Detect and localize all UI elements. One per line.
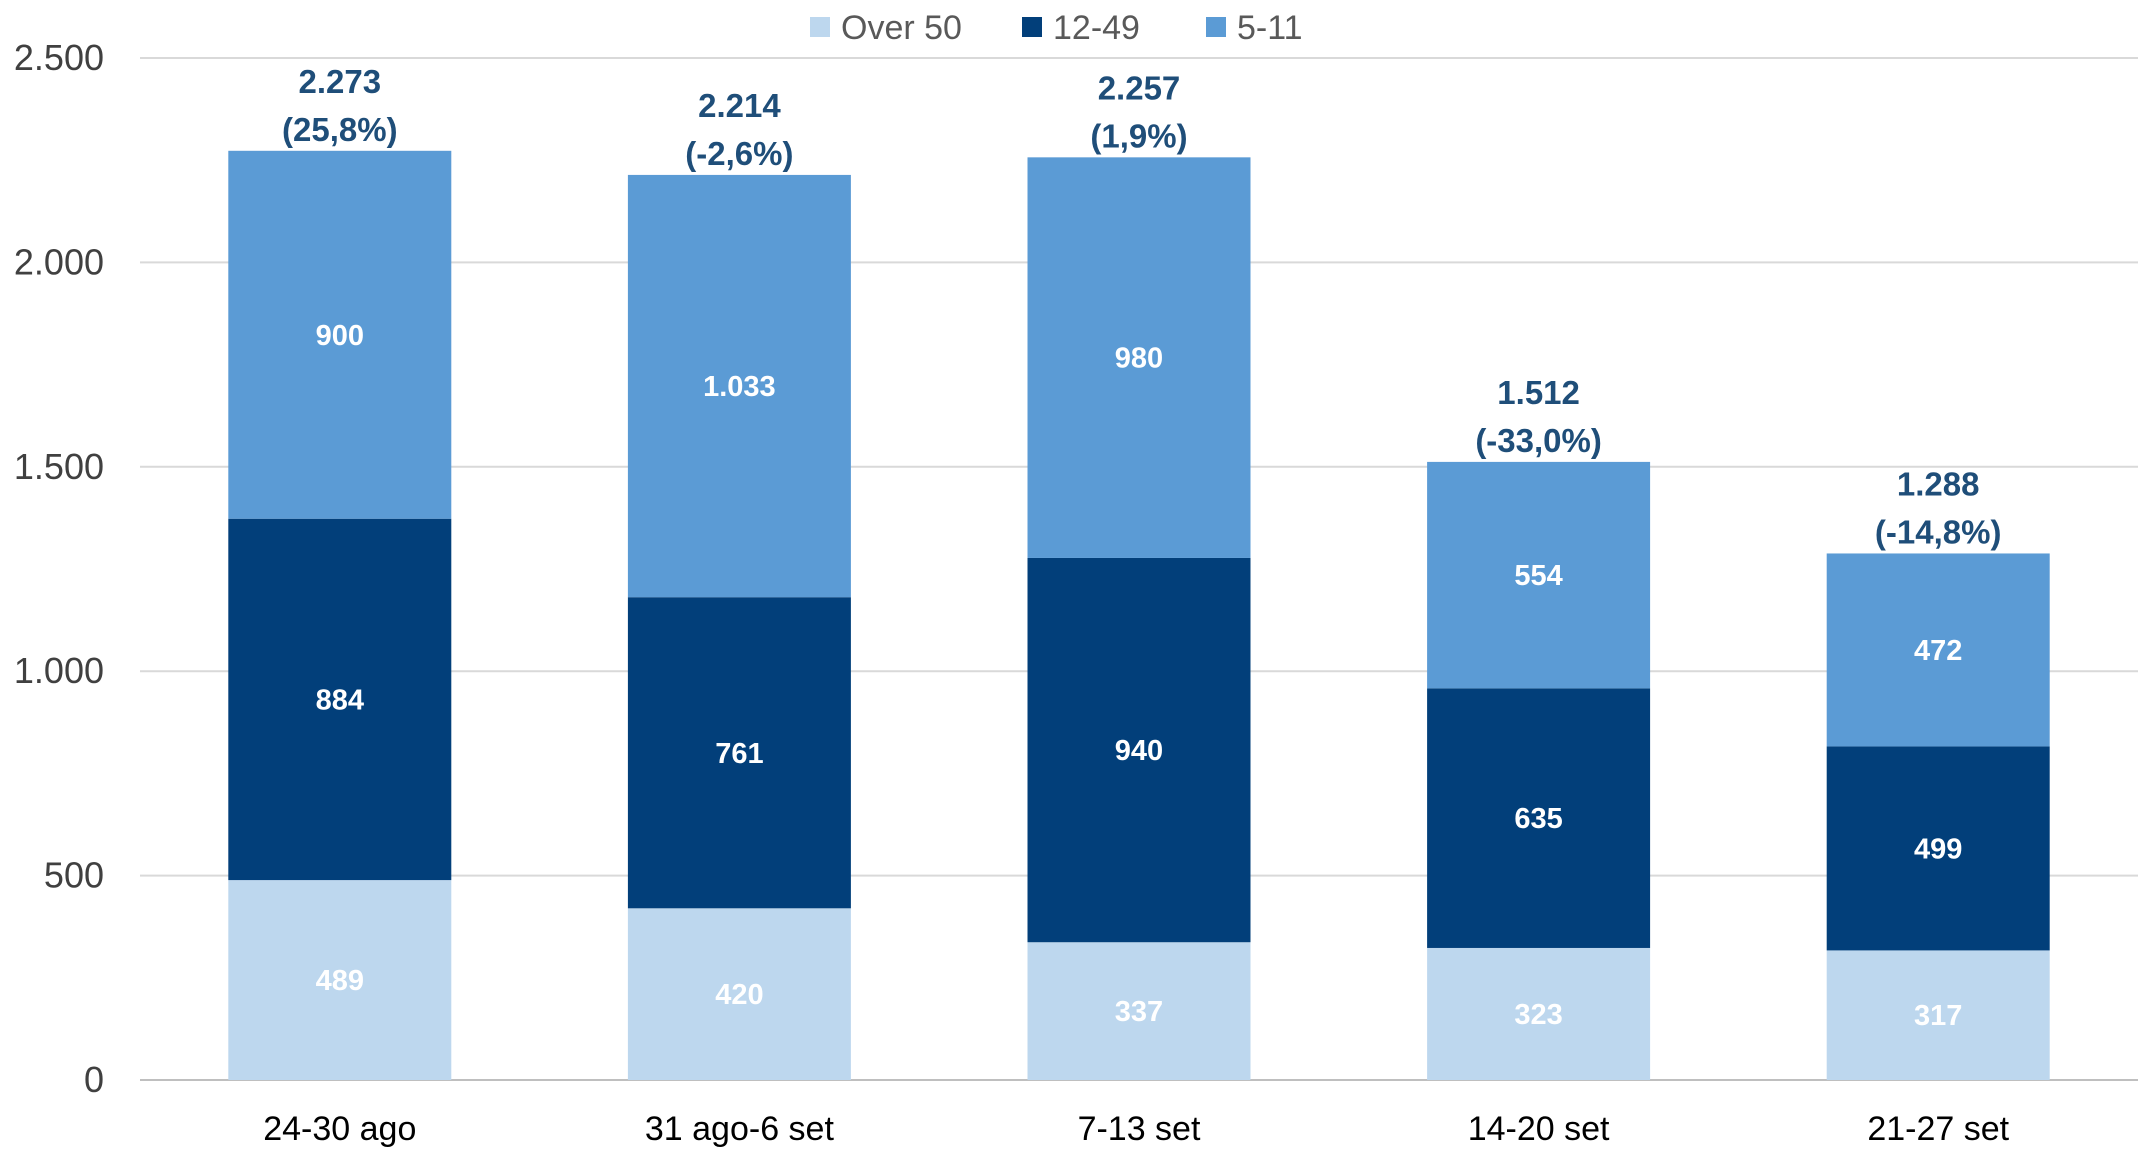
- x-tick-label: 14-20 set: [1468, 1110, 1610, 1148]
- bar-segment: [1027, 557, 1251, 943]
- change-label: (-33,0%): [1475, 422, 1602, 459]
- y-tick-label: 1.500: [14, 446, 104, 487]
- bar-segment: [627, 597, 851, 909]
- legend-item: 5-11: [1206, 9, 1303, 47]
- segment-label: 323: [1514, 999, 1562, 1031]
- segment-label: 884: [316, 684, 364, 716]
- segment-label: 420: [715, 979, 763, 1011]
- bar-segment: [228, 880, 452, 1080]
- legend-item: 12-49: [1022, 9, 1140, 47]
- segment-label: 900: [316, 320, 364, 352]
- segment-label: 940: [1115, 735, 1163, 767]
- y-tick-label: 2.500: [14, 37, 104, 78]
- legend-swatch: [810, 17, 830, 37]
- bar-segment: [228, 518, 452, 881]
- bar-stack: 323 635 554 1.512 (-33,0%): [1427, 374, 1651, 1080]
- bar-segment: [627, 174, 851, 598]
- total-label: 2.257: [1098, 69, 1181, 106]
- change-label: (25,8%): [282, 111, 398, 148]
- bar-segment: [228, 150, 452, 519]
- y-tick-label: 1.000: [14, 650, 104, 691]
- x-tick-label: 21-27 set: [1867, 1110, 2009, 1148]
- total-label: 2.214: [698, 87, 781, 124]
- y-axis: 0 500 1.000 1.500 2.000 2.500: [14, 37, 104, 1100]
- legend-swatch: [1022, 17, 1042, 37]
- segment-label: 1.033: [703, 371, 776, 403]
- total-label: 1.512: [1497, 374, 1580, 411]
- legend: Over 50 12-49 5-11: [810, 9, 1303, 47]
- x-tick-label: 24-30 ago: [263, 1110, 416, 1148]
- bar-segment: [1826, 746, 2050, 951]
- change-label: (-14,8%): [1875, 513, 2002, 550]
- segment-label: 489: [316, 965, 364, 997]
- bar-segment: [627, 908, 851, 1080]
- legend-item: Over 50: [810, 9, 962, 47]
- legend-label: 12-49: [1053, 9, 1140, 47]
- segment-label: 554: [1514, 560, 1562, 592]
- bar-stack: 317 499 472 1.288 (-14,8%): [1826, 465, 2050, 1080]
- legend-label: Over 50: [841, 9, 962, 47]
- legend-swatch: [1206, 17, 1226, 37]
- y-tick-label: 0: [84, 1059, 104, 1100]
- segment-label: 337: [1115, 996, 1163, 1028]
- bar-segment: [1427, 947, 1651, 1080]
- bar-segment: [1427, 461, 1651, 689]
- total-label: 1.288: [1897, 465, 1980, 502]
- segment-label: 499: [1914, 833, 1962, 865]
- bar-segment: [1027, 942, 1251, 1080]
- segment-label: 317: [1914, 1000, 1962, 1032]
- bar-segment: [1826, 950, 2050, 1080]
- segment-label: 472: [1914, 635, 1962, 667]
- segment-label: 980: [1115, 343, 1163, 375]
- x-axis: 24-30 ago 31 ago-6 set 7-13 set 14-20 set 21…: [263, 1110, 2009, 1148]
- segment-label: 761: [715, 738, 763, 770]
- y-tick-label: 2.000: [14, 241, 104, 282]
- change-label: (1,9%): [1090, 117, 1187, 154]
- segment-label: 635: [1514, 803, 1562, 835]
- total-label: 2.273: [299, 63, 382, 100]
- bar-stack: 337 940 980 2.257 (1,9%): [1027, 69, 1251, 1080]
- x-tick-label: 7-13 set: [1078, 1110, 1201, 1148]
- bar-stack: 489 884 900 2.273 (25,8%): [228, 63, 452, 1080]
- bar-segment: [1826, 553, 2050, 747]
- bar-segment: [1427, 688, 1651, 948]
- x-tick-label: 31 ago-6 set: [645, 1110, 835, 1148]
- y-tick-label: 500: [44, 855, 104, 896]
- bars: 489 884 900 2.273 (25,8%) 420 761 1.033 2.214 (-2…: [228, 63, 2050, 1080]
- change-label: (-2,6%): [685, 135, 793, 172]
- bar-segment: [1027, 157, 1251, 558]
- legend-label: 5-11: [1237, 9, 1303, 47]
- bar-stack: 420 761 1.033 2.214 (-2,6%): [627, 87, 851, 1080]
